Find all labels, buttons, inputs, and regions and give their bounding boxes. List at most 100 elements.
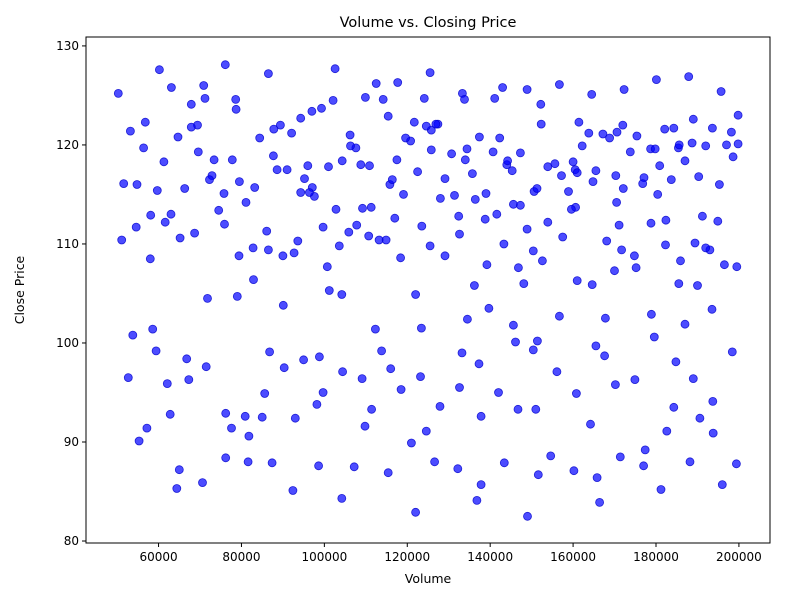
data-point [425, 68, 435, 77]
data-point [262, 226, 272, 236]
data-point [318, 388, 328, 397]
data-point [708, 123, 717, 133]
data-point [567, 204, 576, 214]
data-point [650, 144, 660, 154]
data-point [200, 94, 210, 103]
data-point [227, 423, 236, 433]
data-point [713, 216, 723, 226]
data-point [715, 180, 724, 189]
data-point [221, 453, 231, 463]
data-point [390, 213, 400, 223]
data-point [184, 375, 194, 385]
data-point [611, 171, 621, 181]
data-point [720, 260, 729, 270]
data-point [234, 251, 244, 261]
data-points [113, 60, 743, 521]
data-point [498, 83, 508, 92]
data-point [572, 389, 581, 398]
data-point [572, 276, 582, 286]
data-point [198, 478, 207, 488]
data-point [591, 166, 601, 176]
data-point [669, 402, 679, 412]
data-point [690, 238, 700, 248]
data-point [688, 374, 698, 384]
y-tick-label: 120 [56, 138, 79, 152]
data-point [552, 367, 562, 377]
x-tick-label: 100000 [301, 550, 347, 564]
data-point [214, 205, 224, 215]
data-point [393, 78, 403, 87]
data-point [317, 103, 326, 113]
data-point [440, 174, 450, 184]
chart-title: Volume vs. Closing Price [340, 15, 517, 31]
data-point [598, 129, 608, 139]
data-point [519, 279, 529, 289]
data-point [349, 462, 359, 472]
data-point [733, 110, 743, 120]
data-point [572, 168, 582, 178]
data-point [314, 461, 324, 471]
data-point [528, 246, 538, 256]
data-point [631, 263, 641, 273]
data-point [474, 132, 484, 142]
data-point [346, 141, 355, 151]
data-point [358, 203, 367, 213]
data-point [462, 314, 472, 324]
data-point [600, 351, 609, 361]
data-point [366, 202, 376, 212]
data-point [370, 324, 380, 334]
data-point [450, 190, 459, 200]
data-point [469, 281, 479, 290]
data-point [632, 131, 642, 141]
data-point [435, 193, 445, 203]
data-point [708, 396, 718, 406]
data-point [193, 147, 203, 157]
data-point [265, 347, 275, 357]
data-point [630, 251, 639, 261]
data-point [455, 383, 464, 392]
data-point [457, 348, 467, 358]
data-point [595, 497, 604, 507]
data-point [612, 127, 622, 137]
data-point [267, 458, 277, 468]
data-point [555, 80, 564, 89]
data-point [480, 214, 490, 224]
data-point [190, 228, 200, 238]
data-point [250, 183, 260, 192]
data-point [396, 385, 406, 394]
data-point [543, 217, 553, 227]
data-point [507, 166, 517, 176]
data-point [392, 155, 402, 165]
data-point [555, 311, 564, 321]
y-axis-label: Close Price [12, 255, 27, 324]
data-point [586, 419, 595, 429]
data-point [387, 175, 397, 185]
data-point [694, 172, 704, 182]
data-point [484, 303, 494, 313]
data-point [440, 251, 450, 261]
data-point [495, 133, 505, 143]
data-point [509, 320, 518, 330]
data-point [416, 323, 426, 333]
data-point [411, 507, 421, 517]
data-point [312, 399, 322, 409]
data-point [357, 374, 367, 384]
data-point [288, 486, 298, 495]
data-point [324, 162, 333, 172]
data-point [516, 200, 525, 210]
data-point [257, 412, 267, 422]
data-point [425, 241, 435, 251]
data-point [421, 121, 431, 131]
data-point [337, 493, 347, 503]
data-point [352, 220, 362, 230]
data-point [717, 480, 727, 490]
data-point [287, 128, 297, 138]
data-point [671, 357, 681, 367]
data-point [652, 75, 661, 84]
data-point [293, 236, 303, 246]
data-point [175, 233, 185, 243]
data-point [199, 81, 209, 90]
data-point [396, 253, 406, 263]
data-point [201, 362, 211, 372]
